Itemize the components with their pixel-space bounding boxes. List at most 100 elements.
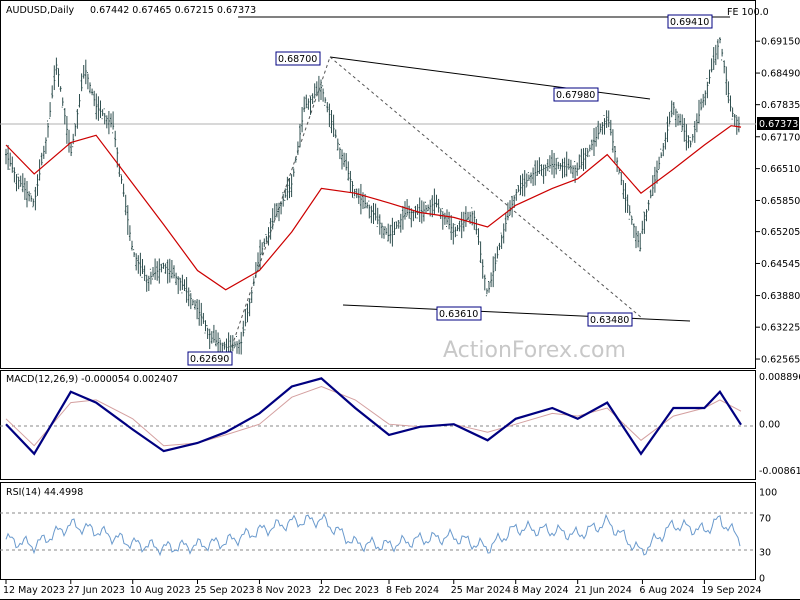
price-bar (240, 331, 243, 355)
price-bar (418, 197, 421, 223)
price-panel-frame (0, 0, 756, 369)
date-tick-label: 12 May 2023 (3, 585, 65, 596)
price-bar (504, 212, 507, 232)
price-bar (651, 175, 654, 196)
price-bar (561, 158, 564, 179)
price-bar (490, 272, 493, 288)
price-bar (152, 266, 154, 280)
price-bar (257, 252, 259, 272)
price-bar (668, 111, 671, 127)
price-bar (124, 194, 127, 216)
price-bar (181, 274, 184, 294)
price-bar (223, 341, 226, 350)
ohlc-label: 0.67442 0.67465 0.67215 0.67373 (90, 5, 256, 16)
price-bar (17, 173, 20, 190)
price-bar (677, 111, 679, 126)
price-bar (292, 166, 295, 177)
swing-dashed-line (229, 56, 331, 353)
price-bar (278, 202, 280, 222)
price-bar (731, 107, 734, 120)
price-bar (122, 183, 125, 197)
macd-title: MACD(12,26,9) -0.000054 0.002407 (6, 374, 178, 385)
date-tick-label: 8 Feb 2024 (386, 585, 439, 596)
price-bar (126, 205, 129, 235)
price-bar (693, 120, 696, 143)
price-bar (299, 123, 301, 148)
date-tick-label: 10 Aug 2023 (130, 585, 191, 596)
price-bar (86, 72, 89, 90)
price-bar (525, 173, 528, 188)
price-axis: 0.69150 0.68490 0.67835 0.67170 0.66510 0.658… (756, 37, 800, 366)
price-bar (215, 329, 217, 347)
price-bar (387, 223, 390, 242)
price-bar (660, 148, 663, 159)
price-bar (647, 199, 650, 211)
price-bar (196, 299, 199, 320)
price-bar (630, 215, 633, 225)
price-bar (93, 90, 96, 107)
price-bar (250, 289, 253, 303)
price-bar (509, 200, 511, 216)
price-bar (187, 287, 190, 307)
price-bar (477, 228, 480, 245)
price-bar (156, 261, 159, 281)
price-bar (632, 223, 635, 239)
date-tick-label: 19 Sep 2024 (701, 585, 761, 596)
price-bar (177, 276, 180, 295)
price-bar (456, 224, 459, 236)
price-bar (685, 124, 688, 151)
rsi-tick-label: 0 (759, 574, 765, 585)
price-bar (383, 226, 385, 239)
moving-average-line (5, 125, 742, 291)
rsi-panel-frame (0, 482, 756, 580)
price-bar (393, 221, 396, 236)
price-bar (65, 116, 68, 144)
price-bar (128, 225, 131, 241)
price-bar (710, 58, 713, 73)
price-bar (332, 114, 335, 137)
price-bar (679, 113, 682, 126)
price-bar (378, 214, 381, 235)
price-bar (89, 82, 91, 94)
price-bar (162, 262, 165, 269)
price-bar (593, 128, 595, 157)
price-tick-label: 0.66510 (761, 164, 800, 175)
price-bar (175, 272, 178, 286)
price-bar (559, 162, 562, 171)
price-bar (437, 198, 440, 213)
price-bar (380, 222, 383, 239)
price-bar (296, 141, 299, 155)
price-bar (729, 95, 732, 112)
price-bar (611, 129, 614, 153)
price-bar (246, 303, 249, 323)
price-bar (120, 174, 123, 184)
price-bar (408, 205, 411, 219)
price-bar (53, 65, 56, 91)
price-bar (590, 139, 593, 151)
current-price-tag (757, 117, 799, 130)
price-bar (523, 170, 526, 197)
price-bar (271, 208, 274, 230)
price-bar (351, 180, 354, 198)
price-bar (110, 113, 112, 128)
price-bar (72, 133, 75, 148)
price-bar (349, 170, 352, 193)
price-bar (488, 281, 490, 293)
price-bar (11, 156, 14, 173)
price-bar (44, 137, 47, 154)
price-bar (63, 108, 66, 125)
price-bar (527, 172, 530, 181)
price-bar (439, 208, 442, 220)
macd-axis: 0.008896 0.00 -0.008612 (759, 372, 800, 477)
price-bar (410, 208, 413, 228)
price-bar (313, 83, 316, 103)
price-bar (158, 258, 161, 284)
price-bar (422, 201, 425, 222)
label-dec-high: 0.68700 (275, 51, 321, 66)
date-tick-label: 8 Nov 2023 (256, 585, 311, 596)
price-bar (55, 57, 58, 75)
price-bar (502, 223, 505, 244)
price-bar (412, 210, 415, 222)
price-bar (462, 211, 465, 232)
